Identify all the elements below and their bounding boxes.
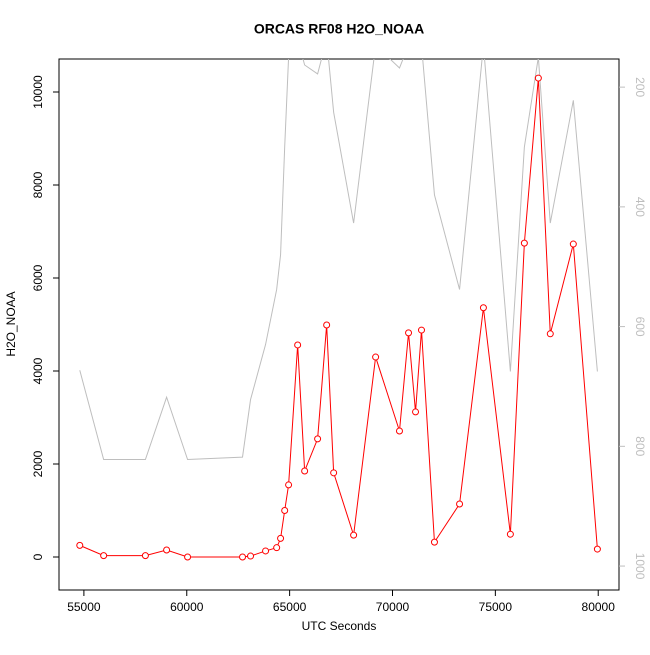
point <box>417 326 425 334</box>
point <box>395 427 403 435</box>
point <box>456 500 464 508</box>
point <box>350 531 358 539</box>
point <box>372 353 380 361</box>
y-tick-label: 8000 <box>31 171 45 198</box>
y-tick-label: 0 <box>31 553 45 560</box>
y-tick-label: 10000 <box>31 75 45 109</box>
point <box>262 547 270 555</box>
y2-tick-label: 1000 <box>633 553 647 580</box>
x-tick-label: 70000 <box>376 600 410 614</box>
y2-tick-label: 600 <box>633 317 647 337</box>
y-tick-label: 4000 <box>31 357 45 384</box>
point <box>163 546 171 554</box>
point <box>285 481 293 489</box>
y-tick-label: 2000 <box>31 450 45 477</box>
series-line <box>79 59 598 461</box>
point <box>277 534 285 542</box>
x-tick-label: 65000 <box>273 600 307 614</box>
point <box>506 530 514 538</box>
plot-frame <box>58 58 620 591</box>
point <box>281 506 289 514</box>
x-tick-label: 75000 <box>479 600 513 614</box>
y2-tick-label: 200 <box>633 77 647 97</box>
point <box>184 553 192 561</box>
point <box>412 408 420 416</box>
point <box>273 544 281 552</box>
point <box>479 304 487 312</box>
point <box>314 435 322 443</box>
point <box>546 330 554 338</box>
point <box>520 239 528 247</box>
point <box>301 467 309 475</box>
point <box>239 553 247 561</box>
point <box>405 329 413 337</box>
point <box>593 545 601 553</box>
point <box>430 538 438 546</box>
x-axis-label: UTC Seconds <box>302 619 377 633</box>
x-tick-label: 60000 <box>170 600 204 614</box>
plot-area <box>76 59 601 561</box>
chart-title: ORCAS RF08 H2O_NOAA <box>254 21 424 37</box>
point <box>323 321 331 329</box>
y-tick-label: 6000 <box>31 264 45 291</box>
x-tick-label: 55000 <box>67 600 101 614</box>
point <box>141 552 149 560</box>
x-tick-label: 80000 <box>582 600 616 614</box>
y2-tick-label: 400 <box>633 197 647 217</box>
point <box>569 240 577 248</box>
point <box>76 541 84 549</box>
y2-tick-label: 800 <box>633 436 647 456</box>
point <box>100 552 108 560</box>
y-axis-label: H2O_NOAA <box>4 291 18 356</box>
point <box>534 74 542 82</box>
point <box>294 341 302 349</box>
point <box>330 469 338 477</box>
point <box>247 552 255 560</box>
